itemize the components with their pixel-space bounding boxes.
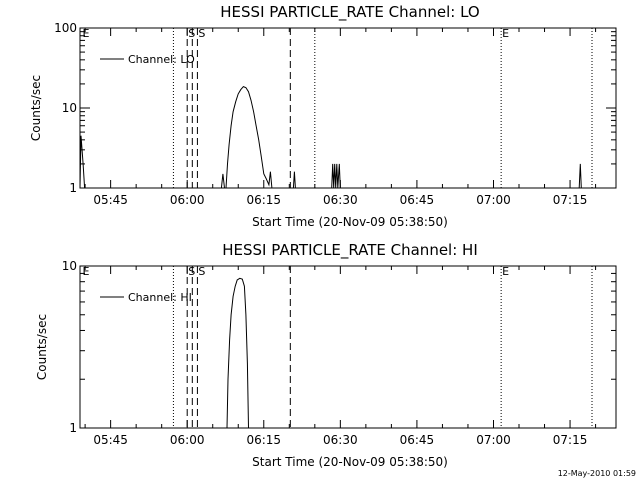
x-tick-label: 06:15 (246, 433, 281, 447)
y-tick-label: 1 (69, 421, 77, 435)
x-tick-label: 06:15 (246, 193, 281, 207)
x-tick-label: 06:30 (323, 193, 358, 207)
event-marker-label: S (188, 27, 195, 40)
event-lines-lo (172, 28, 593, 188)
event-marker-label: S (188, 265, 195, 278)
legend-label-lo: Channel: LO (128, 53, 195, 66)
x-axis-label-lo: Start Time (20-Nov-09 05:38:50) (252, 215, 448, 229)
x-ticks-lo: 05:45 06:00 06:15 06:30 06:45 07:00 07:15 (84, 28, 597, 207)
x-tick-label: 06:00 (170, 193, 205, 207)
event-marker-label: E (502, 265, 509, 278)
date-stamp: 12-May-2010 01:59 (558, 469, 636, 478)
y-tick-label: 10 (62, 101, 77, 115)
event-marker-label: S (198, 265, 205, 278)
x-tick-label: 06:00 (170, 433, 205, 447)
y-tick-label: 100 (54, 21, 77, 35)
y-tick-label: 10 (62, 259, 77, 273)
x-tick-label: 07:00 (476, 193, 511, 207)
event-marker-label: E (502, 27, 509, 40)
series-line-hi (226, 277, 249, 429)
x-axis-label-hi: Start Time (20-Nov-09 05:38:50) (252, 455, 448, 469)
event-marker-label: S (198, 27, 205, 40)
y-ticks-hi: 1 10 (62, 259, 616, 435)
x-tick-label: 07:00 (476, 433, 511, 447)
panel-hi: HESSI PARTICLE_RATE Channel: HI Counts/s… (35, 241, 617, 469)
chart-title-hi: HESSI PARTICLE_RATE Channel: HI (222, 241, 478, 260)
panel-lo: HESSI PARTICLE_RATE Channel: LO Counts/s… (29, 3, 617, 229)
plot-frame-lo (79, 27, 617, 189)
x-tick-label: 06:45 (400, 433, 435, 447)
y-axis-label-hi: Counts/sec (35, 314, 49, 380)
x-tick-label: 07:15 (553, 193, 588, 207)
y-tick-label: 1 (69, 181, 77, 195)
event-marker-label: E (83, 265, 90, 278)
series-line-lo (79, 86, 582, 189)
y-ticks-lo: 1 10 100 (54, 21, 616, 195)
event-marker-label: E (83, 27, 90, 40)
x-tick-label: 05:45 (93, 193, 128, 207)
legend-label-hi: Channel: HI (128, 291, 192, 304)
chart-title-lo: HESSI PARTICLE_RATE Channel: LO (220, 3, 479, 22)
x-tick-label: 05:45 (93, 433, 128, 447)
x-tick-label: 06:45 (400, 193, 435, 207)
plot-frame-hi (79, 265, 617, 429)
x-tick-label: 06:30 (323, 433, 358, 447)
x-tick-label: 07:15 (553, 433, 588, 447)
x-ticks-hi: 05:45 06:00 06:15 06:30 06:45 07:00 07:15 (84, 266, 597, 447)
event-lines-hi (172, 266, 593, 428)
y-axis-label-lo: Counts/sec (29, 75, 43, 141)
